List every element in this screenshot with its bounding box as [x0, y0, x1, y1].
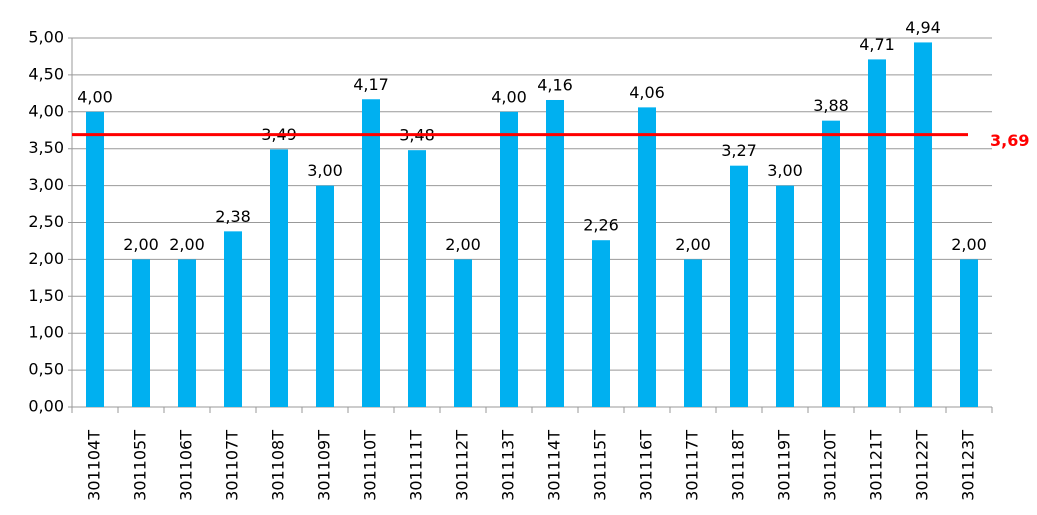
y-tick-label: 0,50	[28, 360, 64, 379]
data-label: 4,06	[629, 83, 665, 102]
y-tick-label: 1,00	[28, 323, 64, 342]
x-tick-label: 301105T	[131, 430, 150, 501]
x-tick-label: 301109T	[315, 430, 334, 501]
x-tick-label: 301117T	[683, 430, 702, 501]
x-tick-label: 301121T	[867, 430, 886, 501]
x-tick-label: 301110T	[361, 430, 380, 501]
x-tick-label: 301111T	[407, 430, 426, 501]
y-tick-label: 4,00	[28, 101, 64, 120]
data-label: 2,38	[215, 207, 251, 226]
bar	[178, 259, 196, 407]
data-label: 2,00	[169, 235, 205, 254]
bar	[546, 99, 564, 407]
y-tick-label: 2,00	[28, 249, 64, 268]
x-tick-label: 301116T	[637, 430, 656, 501]
y-tick-label: 2,50	[28, 212, 64, 231]
bar	[776, 185, 794, 407]
bar	[270, 149, 288, 408]
data-label: 4,00	[77, 87, 113, 106]
data-label: 3,88	[813, 96, 849, 115]
y-tick-label: 3,00	[28, 175, 64, 194]
data-label: 3,00	[767, 161, 803, 180]
x-tick-label: 301108T	[269, 430, 288, 501]
bar	[638, 107, 656, 407]
x-tick-label: 301114T	[545, 430, 564, 501]
x-tick-label: 301115T	[591, 430, 610, 501]
data-label: 4,71	[859, 35, 895, 54]
data-label: 2,00	[675, 235, 711, 254]
x-tick-label: 301106T	[177, 430, 196, 501]
data-label: 2,00	[445, 235, 481, 254]
bar	[684, 259, 702, 407]
x-tick-label: 301122T	[913, 430, 932, 501]
data-label: 4,16	[537, 75, 573, 94]
data-label: 3,00	[307, 161, 343, 180]
bar	[822, 120, 840, 407]
data-label: 2,00	[123, 235, 159, 254]
data-label: 2,00	[951, 235, 987, 254]
data-label: 4,00	[491, 87, 527, 106]
bar	[224, 231, 242, 407]
y-tick-label: 0,00	[28, 397, 64, 416]
bar	[362, 99, 380, 407]
y-tick-label: 4,50	[28, 64, 64, 83]
data-label: 3,27	[721, 141, 757, 160]
y-tick-label: 3,50	[28, 138, 64, 157]
x-tick-label: 301123T	[959, 430, 978, 501]
x-tick-label: 301118T	[729, 430, 748, 501]
x-tick-label: 301119T	[775, 430, 794, 501]
bar	[86, 111, 104, 408]
bar	[132, 259, 150, 407]
bar	[868, 59, 886, 407]
bar	[914, 42, 932, 407]
x-tick-label: 301104T	[85, 430, 104, 501]
bar	[408, 150, 426, 407]
data-label: 4,17	[353, 75, 389, 94]
data-label: 4,94	[905, 18, 941, 37]
data-label: 2,26	[583, 216, 619, 235]
reference-label: 3,69	[990, 131, 1029, 150]
x-tick-label: 301107T	[223, 430, 242, 501]
bar	[592, 240, 610, 407]
x-tick-label: 301113T	[499, 430, 518, 501]
y-tick-label: 5,00	[28, 28, 64, 47]
bar	[500, 111, 518, 408]
bar	[960, 259, 978, 407]
bar	[730, 165, 748, 407]
bar	[316, 185, 334, 407]
bar	[454, 259, 472, 407]
x-tick-label: 301120T	[821, 430, 840, 501]
y-tick-label: 1,50	[28, 286, 64, 305]
x-tick-label: 301112T	[453, 430, 472, 501]
